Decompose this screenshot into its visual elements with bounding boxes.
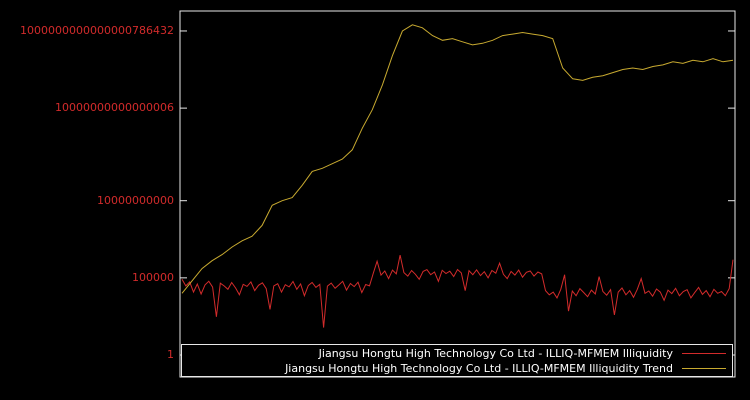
legend-label-illiquidity-trend: Jiangsu Hongtu High Technology Co Ltd - … [285, 361, 673, 375]
y-tick-label: 10000000000 [97, 193, 174, 207]
legend: Jiangsu Hongtu High Technology Co Ltd - … [181, 344, 733, 377]
legend-line-sample-illiquidity [682, 352, 726, 354]
y-tick-label: 100000 [132, 270, 174, 284]
y-tick-label: 1000000000000000786432 [20, 23, 174, 37]
legend-line-sample-illiquidity-trend [682, 367, 726, 369]
legend-item-illiquidity-trend: Jiangsu Hongtu High Technology Co Ltd - … [182, 362, 726, 375]
legend-label-illiquidity: Jiangsu Hongtu High Technology Co Ltd - … [318, 346, 673, 360]
legend-item-illiquidity: Jiangsu Hongtu High Technology Co Ltd - … [182, 347, 726, 360]
y-tick-label: 1 [167, 348, 174, 361]
y-tick-label: 10000000000000006 [55, 101, 174, 115]
